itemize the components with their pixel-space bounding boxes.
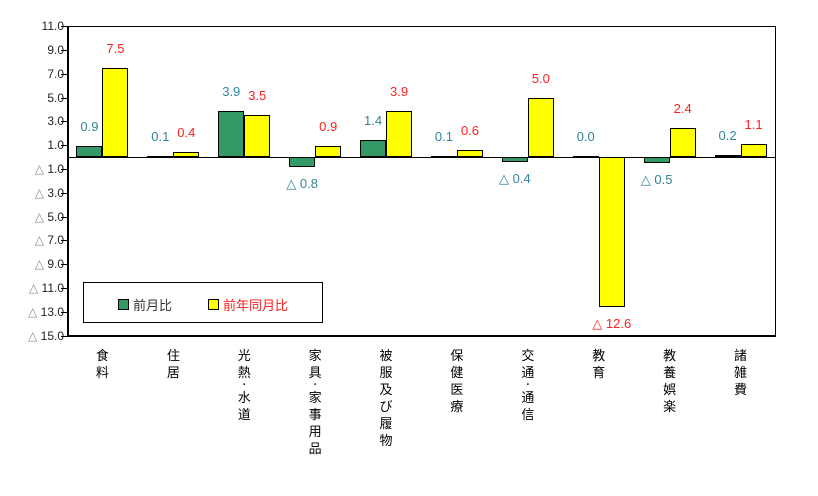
data-label: △ 12.6: [592, 315, 632, 331]
y-tick-mark: [61, 287, 68, 289]
bar-yoy: [669, 128, 696, 157]
zero-line: [67, 157, 776, 158]
category-label: 保健医療: [450, 348, 464, 414]
bar-mom: [501, 157, 528, 162]
y-tick-mark: [61, 264, 68, 266]
y-tick-mark: [61, 216, 68, 218]
data-label: 0.6: [460, 122, 479, 138]
y-tick-label: △ 11.0: [28, 280, 64, 295]
bar-yoy: [456, 149, 483, 157]
category-label: 住居: [166, 348, 180, 380]
legend-label: 前月比: [133, 298, 173, 313]
legend-swatch-green: [118, 299, 129, 310]
y-tick-label: 5.0: [47, 90, 64, 105]
category-label: 家具・家事用品: [308, 348, 322, 456]
y-tick-mark: [61, 73, 68, 75]
bar-mom: [430, 155, 457, 158]
y-tick-label: △ 5.0: [34, 209, 64, 224]
plot-area: [67, 26, 776, 337]
data-label: 2.4: [673, 101, 692, 117]
y-tick-mark: [61, 121, 68, 123]
y-tick-label: △ 3.0: [34, 185, 64, 200]
data-label: 0.1: [434, 128, 453, 144]
data-label: 3.9: [390, 83, 409, 99]
y-tick-mark: [61, 49, 68, 51]
bar-mom: [289, 157, 316, 167]
data-label: 0.0: [576, 128, 595, 144]
legend: 前月比 前年同月比: [83, 282, 323, 323]
y-tick-label: 11.0: [41, 19, 64, 34]
y-tick-label: 1.0: [47, 138, 64, 153]
bar-mom: [643, 157, 670, 163]
bar-mom: [147, 155, 174, 158]
y-tick-label: △ 7.0: [34, 233, 64, 248]
legend-item-yoy: 前年同月比: [208, 295, 288, 314]
y-tick-label: 7.0: [47, 66, 64, 81]
y-tick-mark: [61, 145, 68, 147]
y-tick-label: △ 1.0: [34, 161, 64, 176]
bar-yoy: [740, 143, 767, 157]
category-label: 教育: [592, 348, 606, 380]
bar-mom: [714, 154, 741, 157]
y-tick-label: 3.0: [47, 114, 64, 129]
data-label: 0.1: [151, 128, 170, 144]
data-label: 3.9: [222, 83, 241, 99]
data-label: 0.9: [80, 119, 99, 135]
category-label: 教養娯楽: [663, 348, 677, 414]
y-tick-label: △ 9.0: [34, 257, 64, 272]
data-label: 0.4: [177, 125, 196, 141]
y-tick-mark: [61, 335, 68, 337]
category-label: 被服及び履物: [379, 348, 393, 448]
y-tick-mark: [61, 192, 68, 194]
data-label: 0.9: [319, 119, 338, 135]
bar-yoy: [598, 157, 625, 307]
y-tick-label: △ 13.0: [28, 304, 64, 319]
data-label: 7.5: [106, 40, 125, 56]
y-tick-mark: [61, 168, 68, 170]
category-label: 光熱・水道: [237, 348, 251, 422]
data-label: △ 0.8: [286, 175, 318, 191]
category-label: 食料: [95, 348, 109, 380]
legend-item-mom: 前月比: [118, 295, 172, 314]
bar-yoy: [386, 110, 413, 157]
y-tick-label: △ 15.0: [28, 328, 64, 343]
legend-label: 前年同月比: [223, 298, 289, 313]
bar-mom: [360, 140, 387, 157]
bar-mom: [572, 155, 599, 158]
data-label: 5.0: [531, 70, 550, 86]
category-label: 諸雑費: [734, 348, 748, 397]
data-label: △ 0.5: [640, 171, 673, 187]
bar-yoy: [315, 146, 342, 157]
y-tick-mark: [61, 240, 68, 242]
bar-mom: [76, 146, 103, 157]
data-label: 1.4: [364, 113, 383, 129]
bar-yoy: [527, 97, 554, 157]
bar-mom: [218, 110, 245, 157]
bar-yoy: [102, 67, 129, 157]
y-tick-mark: [61, 97, 68, 99]
legend-swatch-yellow: [208, 299, 219, 310]
y-tick-mark: [61, 26, 68, 28]
data-label: △ 0.4: [499, 170, 531, 186]
y-tick-label: 9.0: [47, 42, 64, 57]
bar-yoy: [173, 152, 200, 157]
data-label: 0.2: [718, 127, 737, 143]
category-label: 交通・通信: [521, 348, 535, 422]
data-label: 3.5: [248, 88, 267, 104]
data-label: 1.1: [744, 116, 763, 132]
bar-yoy: [244, 115, 271, 157]
y-tick-mark: [61, 311, 68, 313]
